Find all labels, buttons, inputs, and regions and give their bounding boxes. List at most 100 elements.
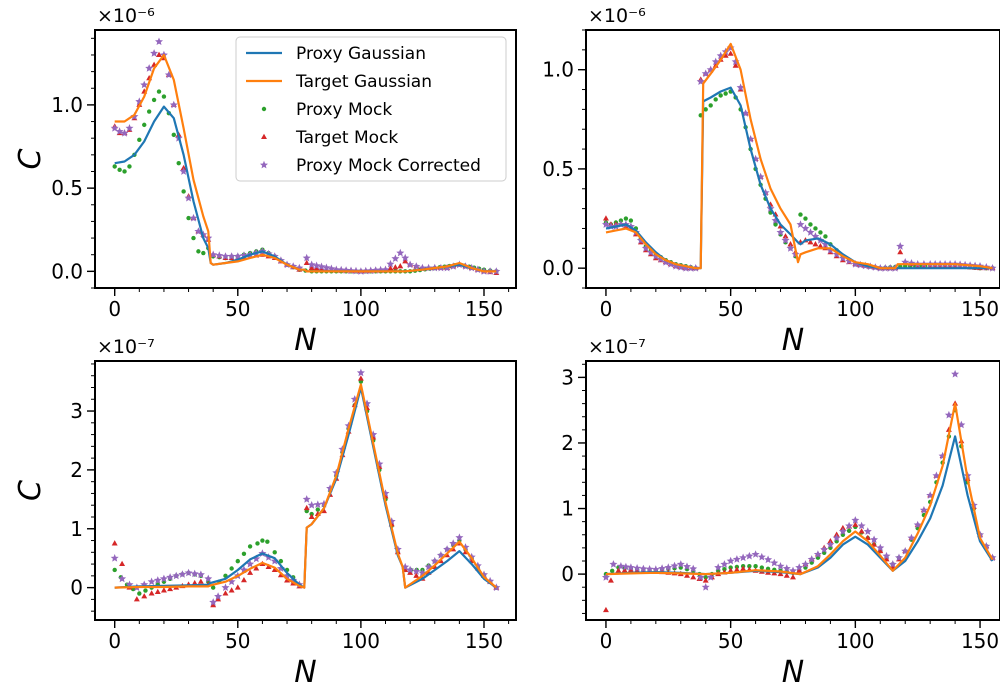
data-point-proxy-mock xyxy=(265,539,270,544)
data-point-proxy-mock-corrected xyxy=(246,559,255,568)
data-point-proxy-mock-corrected xyxy=(252,554,261,563)
data-point-target-mock xyxy=(852,521,859,527)
data-point-target-mock xyxy=(215,596,222,602)
y-tick-label: 3 xyxy=(561,365,574,389)
data-point-target-mock xyxy=(133,596,140,602)
data-point-proxy-mock xyxy=(609,568,615,574)
data-point-proxy-mock-corrected xyxy=(656,255,665,263)
x-tick-label: 50 xyxy=(225,297,250,321)
y-tick-label: 0.0 xyxy=(542,256,574,280)
data-point-target-mock xyxy=(271,566,278,572)
data-point-proxy-mock-corrected xyxy=(786,244,795,252)
data-point-proxy-mock-corrected xyxy=(386,259,395,268)
data-point-target-mock xyxy=(228,587,235,593)
data-point-proxy-mock-corrected xyxy=(658,564,667,572)
data-point-proxy-mock-corrected xyxy=(926,491,935,499)
data-point-proxy-mock-corrected xyxy=(701,69,710,78)
data-point-proxy-mock-corrected xyxy=(145,64,154,72)
data-point-proxy-mock-corrected xyxy=(776,562,785,570)
data-point-proxy-mock-corrected xyxy=(863,527,872,535)
data-point-proxy-mock-corrected xyxy=(153,576,162,584)
data-point-target-mock xyxy=(790,574,796,580)
data-point-proxy-mock-corrected xyxy=(313,500,322,508)
data-point-proxy-mock-corrected xyxy=(826,540,835,548)
data-point-target-mock xyxy=(627,566,634,573)
data-point-target-mock xyxy=(167,585,174,592)
data-point-target-mock xyxy=(897,248,904,255)
data-point-proxy-mock-corrected xyxy=(616,562,625,570)
data-point-proxy-mock xyxy=(803,216,808,221)
data-point-proxy-mock xyxy=(798,212,803,217)
data-point-proxy-mock-corrected xyxy=(782,564,791,572)
data-point-proxy-mock-corrected xyxy=(443,545,452,553)
data-point-proxy-mock xyxy=(156,89,162,94)
data-point-proxy-mock-corrected xyxy=(401,253,410,262)
data-point-target-mock xyxy=(191,579,198,586)
data-point-proxy-mock xyxy=(196,249,201,254)
data-point-proxy-mock-corrected xyxy=(602,573,610,581)
x-tick-label: 0 xyxy=(600,629,613,653)
data-point-proxy-mock-corrected xyxy=(944,410,953,419)
data-point-proxy-mock-corrected xyxy=(683,562,691,570)
data-point-proxy-mock-corrected xyxy=(327,264,336,273)
data-point-target-mock xyxy=(702,577,709,583)
legend-label: Proxy Mock Corrected xyxy=(296,156,481,176)
data-point-proxy-mock-corrected xyxy=(895,553,903,562)
data-point-proxy-mock-corrected xyxy=(845,257,854,265)
data-point-target-mock xyxy=(807,239,814,245)
data-point-proxy-mock-corrected xyxy=(907,533,916,542)
data-point-target-mock xyxy=(160,587,167,593)
axes-frame xyxy=(585,360,1000,621)
data-point-proxy-mock-corrected xyxy=(771,216,780,224)
data-point-proxy-mock-corrected xyxy=(312,261,321,270)
data-point-proxy-mock-corrected xyxy=(221,583,230,591)
data-point-target-mock xyxy=(877,547,884,554)
data-point-proxy-mock-corrected xyxy=(209,598,218,606)
data-point-proxy-mock xyxy=(723,91,728,96)
data-point-proxy-mock xyxy=(229,566,234,571)
data-point-target-mock xyxy=(111,540,118,546)
series-line-target-gaussian xyxy=(114,383,498,589)
data-point-proxy-mock xyxy=(171,132,176,138)
data-point-proxy-mock-corrected xyxy=(745,551,754,560)
data-point-proxy-mock-corrected xyxy=(150,49,159,57)
data-point-target-mock xyxy=(817,243,824,249)
axes-frame xyxy=(585,29,1000,289)
data-point-target-mock xyxy=(722,52,729,58)
data-point-proxy-mock-corrected xyxy=(164,70,173,79)
data-point-target-mock xyxy=(684,572,690,578)
data-point-proxy-mock-corrected xyxy=(764,555,773,564)
data-point-proxy-mock-corrected xyxy=(621,562,630,571)
y-tick-label: 0.0 xyxy=(51,259,83,283)
data-point-target-mock xyxy=(119,560,126,567)
data-point-target-mock xyxy=(222,590,229,596)
data-point-proxy-mock-corrected xyxy=(307,260,316,269)
data-point-proxy-mock xyxy=(718,93,723,98)
y-exponent-label: ×10⁻⁶ xyxy=(97,5,155,27)
data-point-target-mock xyxy=(787,241,794,247)
data-point-target-mock xyxy=(783,572,790,578)
data-point-proxy-mock-corrected xyxy=(172,571,181,580)
data-point-proxy-mock-corrected xyxy=(110,554,119,562)
data-point-proxy-mock xyxy=(272,550,277,555)
data-point-proxy-mock-corrected xyxy=(169,100,178,109)
data-point-proxy-mock-corrected xyxy=(406,565,415,574)
x-tick-label: 50 xyxy=(225,629,250,653)
data-point-proxy-mock-corrected xyxy=(726,556,735,565)
data-point-proxy-mock xyxy=(747,564,752,569)
data-point-proxy-mock-corrected xyxy=(676,263,685,271)
data-point-proxy-mock-corrected xyxy=(706,573,715,581)
data-point-proxy-mock-corrected xyxy=(147,577,156,586)
data-point-proxy-mock-corrected xyxy=(641,244,650,252)
data-point-proxy-mock-corrected xyxy=(178,570,187,578)
data-point-proxy-mock-corrected xyxy=(896,242,905,250)
x-tick-label: 0 xyxy=(108,629,121,653)
plot-area xyxy=(602,369,997,613)
data-point-proxy-mock-corrected xyxy=(732,555,741,563)
plot-area xyxy=(110,368,501,608)
data-point-proxy-mock-corrected xyxy=(214,592,223,600)
data-point-proxy-mock-corrected xyxy=(801,224,810,232)
data-point-proxy-mock-corrected xyxy=(870,535,878,544)
data-point-proxy-mock xyxy=(143,588,148,593)
data-point-target-mock xyxy=(156,51,162,57)
